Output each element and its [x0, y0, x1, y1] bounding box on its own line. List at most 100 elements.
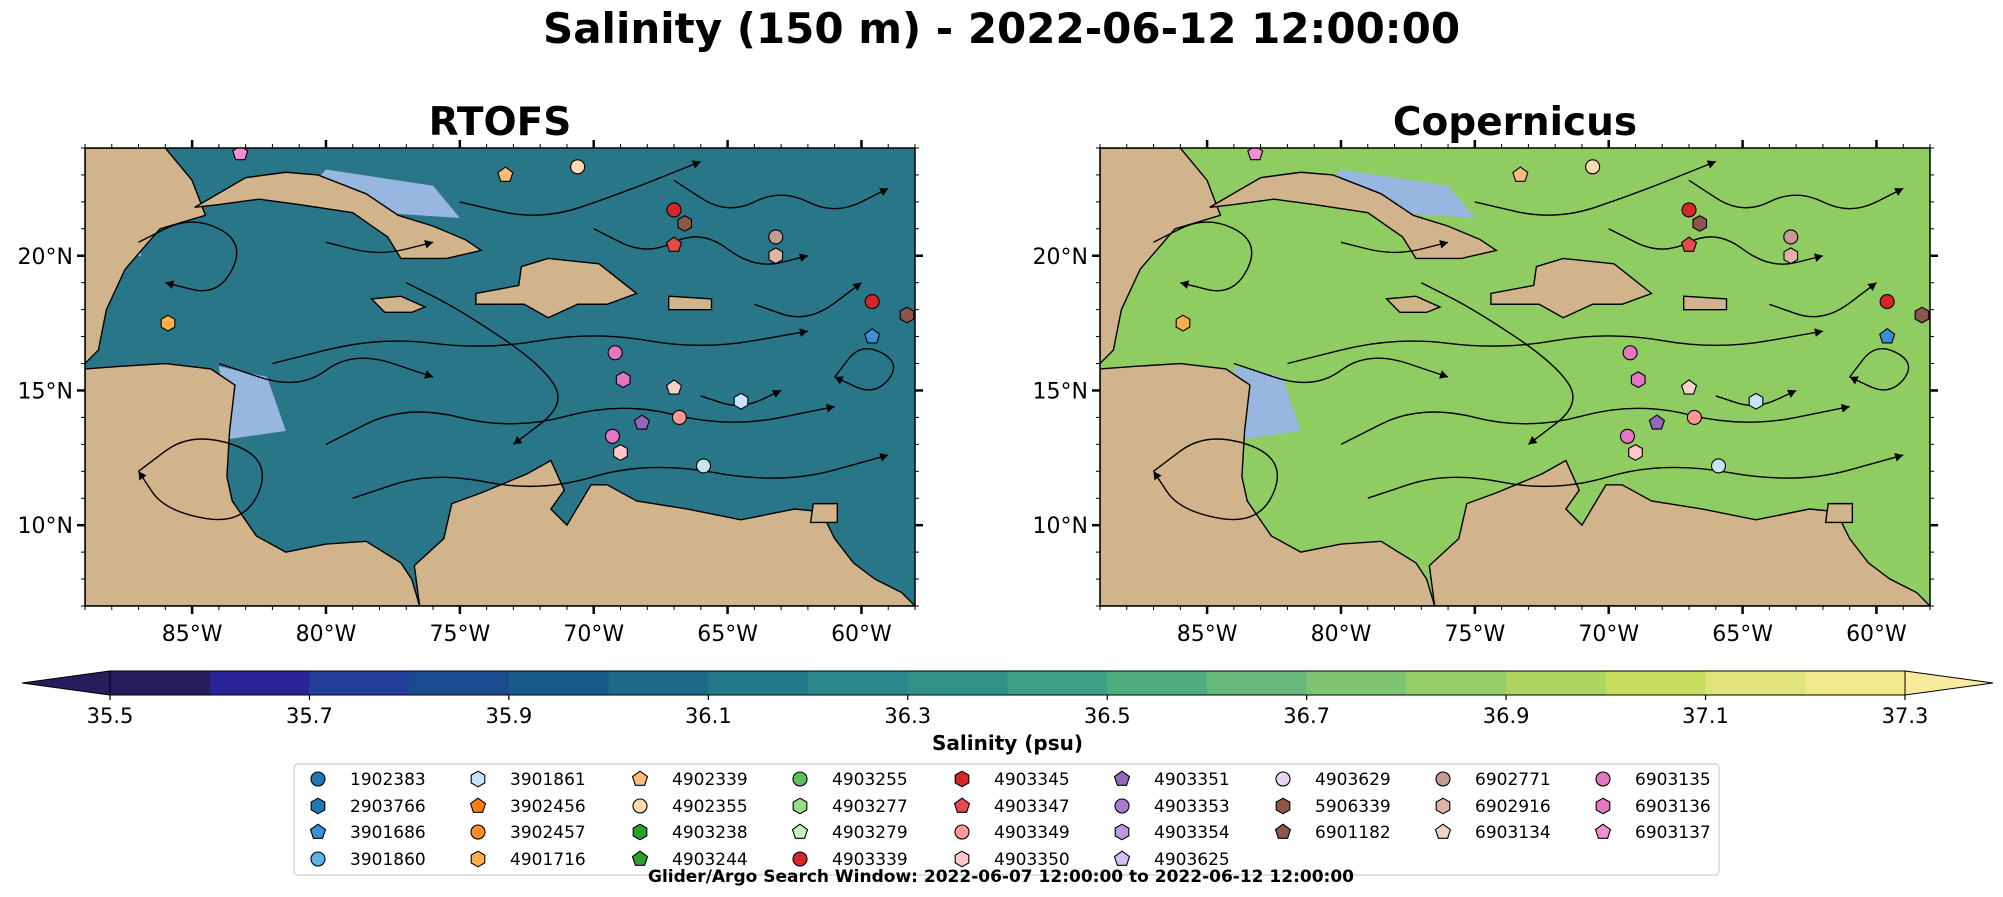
float-marker: [160, 314, 176, 332]
land-mass: [1100, 362, 1436, 606]
land-mass: [1100, 148, 1222, 365]
float-marker: [1585, 159, 1601, 175]
streamline-arrow: [772, 389, 782, 398]
current-streamline: [1340, 241, 1449, 254]
float-marker: [232, 148, 249, 161]
legend-entry-label: 4901716: [510, 850, 586, 870]
colorbar-tick-label: 36.5: [1084, 704, 1131, 728]
float-marker: [1748, 392, 1764, 410]
land-mass: [413, 459, 915, 606]
streamline-arrow: [1787, 389, 1797, 398]
legend-marker-pentagon-icon: [1594, 823, 1612, 839]
colorbar-tick-label: 35.9: [486, 704, 533, 728]
legend-entry-label: 3901860: [350, 850, 426, 870]
colorbar-swatch: [508, 671, 610, 695]
legend-entry-label: 4903244: [672, 850, 748, 870]
land-mass: [809, 502, 839, 524]
legend-entry-label: 4903351: [1154, 770, 1230, 790]
streamline-arrow: [834, 376, 844, 385]
lon-tick-label: 65°W: [697, 622, 758, 647]
colorbar-swatch: [1805, 671, 1906, 695]
shallow-shelf: [218, 366, 286, 439]
legend-marker-circle-icon: [1595, 771, 1611, 787]
colorbar-swatch: [1306, 671, 1407, 695]
legend-marker-circle-icon: [792, 851, 808, 867]
streamline-arrow: [1814, 328, 1823, 337]
legend-marker-pentagon-icon: [631, 850, 649, 866]
current-streamline: [272, 330, 809, 365]
colorbar-swatch: [1406, 671, 1507, 695]
streamline-arrow: [1439, 240, 1449, 249]
colorbar-tick-label: 35.5: [87, 704, 134, 728]
float-marker: [695, 458, 712, 474]
map-panel-rtofs: 20°N 15°N 10°N 85°W 80°W 75°W 70°W 65°W 60°W: [18, 140, 923, 647]
legend-marker-pentagon-icon: [1434, 823, 1452, 839]
map-frame: [1099, 147, 1931, 607]
legend-marker-pentagon-icon: [1113, 770, 1131, 786]
legend-entry-label: 3901861: [510, 770, 586, 790]
streamline-arrow: [799, 253, 808, 262]
legend-entry-label: 3901686: [350, 823, 426, 843]
float-marker: [677, 214, 693, 232]
colorbar-tick-label: 36.3: [884, 704, 931, 728]
streamline-arrow: [852, 282, 862, 291]
float-marker: [1680, 379, 1698, 395]
colorbar-tick-label: 36.7: [1283, 704, 1330, 728]
lon-tick-label: 60°W: [831, 622, 892, 647]
float-marker: [497, 166, 514, 182]
current-streamline: [1474, 160, 1717, 216]
float-marker: [768, 247, 784, 265]
current-streamline: [673, 179, 889, 210]
colorbar-swatch: [110, 671, 211, 695]
panel-title-copernicus: Copernicus: [1392, 100, 1638, 145]
legend-entry-label: 3902456: [510, 797, 586, 817]
lon-tick-label: 85°W: [1177, 622, 1238, 647]
current-streamline: [137, 438, 264, 521]
legend-entry-label: 4903238: [672, 823, 748, 843]
current-streamline: [1849, 347, 1910, 391]
streamline-arrow: [1706, 160, 1716, 169]
lon-tick-label: 80°W: [296, 622, 357, 647]
streamline-arrow: [1153, 471, 1162, 481]
float-marker: [604, 428, 621, 444]
current-streamline: [754, 282, 862, 318]
legend-marker-circle-icon: [470, 824, 486, 840]
float-marker: [733, 392, 749, 410]
streamline-arrow: [826, 403, 835, 413]
current-streamline: [1233, 357, 1449, 384]
legend-marker-circle-icon: [310, 851, 326, 867]
legend-marker-hexagon-icon: [632, 823, 648, 841]
float-marker: [1879, 328, 1896, 344]
legend-marker-hexagon-icon: [1595, 797, 1611, 815]
legend-marker-circle-icon: [954, 824, 970, 840]
streamline-arrow: [1841, 403, 1850, 413]
legend-marker-pentagon-icon: [631, 770, 649, 786]
legend-entry-label: 4903350: [994, 850, 1070, 870]
land-mass: [1824, 502, 1854, 524]
colorbar-frame: [109, 670, 1906, 696]
colorbar-swatch: [1605, 671, 1707, 695]
current-streamline: [325, 241, 434, 254]
streamline-arrow: [879, 453, 889, 462]
map-frame: [84, 147, 916, 607]
colorbar-swatch: [309, 671, 410, 695]
lat-tick-label: 20°N: [1033, 245, 1088, 270]
land-mass: [85, 362, 421, 606]
float-marker: [1619, 428, 1636, 444]
legend-entry-label: 4902339: [672, 770, 748, 790]
colorbar-swatch: [608, 671, 709, 695]
legend-entry-label: 6903136: [1635, 797, 1711, 817]
legend-marker-circle-icon: [632, 798, 648, 814]
float-marker: [1879, 294, 1895, 310]
legend-marker-hexagon-icon: [1114, 823, 1130, 841]
legend-entry-label: 4903339: [832, 850, 908, 870]
float-marker: [570, 159, 586, 175]
colorbar-tick-label: 35.7: [286, 704, 333, 728]
streamline-arrow: [799, 328, 808, 337]
lat-tick-label: 15°N: [18, 379, 73, 404]
current-streamline: [352, 454, 889, 499]
colorbar-tick-label: 37.1: [1682, 704, 1729, 728]
colorbar: 35.5 35.7 35.9 36.1 36.3 36.5 36.7 36.9 37.1 37.3…: [21, 670, 1994, 755]
legend-marker-hexagon-icon: [310, 797, 326, 815]
